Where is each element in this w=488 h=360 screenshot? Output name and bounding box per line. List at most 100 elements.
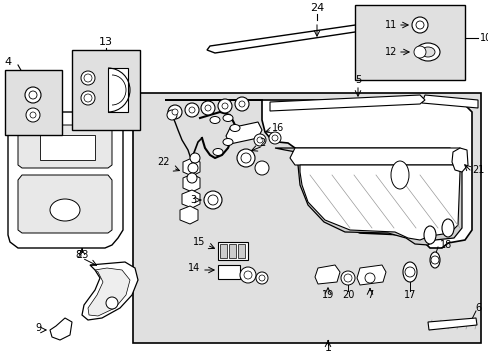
Polygon shape [183, 174, 200, 192]
Text: 10: 10 [479, 33, 488, 43]
Polygon shape [314, 265, 339, 284]
Circle shape [237, 149, 254, 167]
Text: 2: 2 [258, 138, 264, 148]
Circle shape [81, 91, 95, 105]
Circle shape [240, 267, 256, 283]
Ellipse shape [229, 125, 240, 131]
Ellipse shape [223, 139, 232, 145]
Polygon shape [421, 95, 477, 108]
Bar [218, 242, 247, 260]
Circle shape [235, 97, 248, 111]
Text: 18: 18 [439, 240, 451, 250]
Ellipse shape [390, 161, 408, 189]
Circle shape [201, 101, 215, 115]
Text: 22: 22 [157, 157, 170, 167]
Polygon shape [451, 148, 467, 172]
Polygon shape [18, 125, 112, 168]
Ellipse shape [429, 252, 439, 268]
Text: 14: 14 [187, 263, 200, 273]
Circle shape [168, 105, 182, 119]
Bar [220, 244, 226, 258]
Polygon shape [427, 318, 476, 330]
Polygon shape [180, 206, 198, 224]
Text: 15: 15 [192, 237, 204, 247]
Bar [40, 135, 95, 160]
Bar [354, 5, 464, 80]
Text: 20: 20 [341, 290, 353, 300]
Polygon shape [108, 68, 128, 112]
Ellipse shape [213, 148, 223, 156]
Bar [218, 265, 240, 279]
Circle shape [244, 271, 251, 279]
Polygon shape [8, 112, 123, 248]
Polygon shape [88, 268, 130, 316]
Polygon shape [164, 100, 471, 248]
Ellipse shape [50, 199, 80, 221]
Text: 5: 5 [354, 75, 360, 85]
Ellipse shape [402, 262, 416, 282]
Circle shape [257, 137, 263, 143]
Polygon shape [182, 190, 200, 208]
Bar [72, 50, 140, 130]
Polygon shape [82, 262, 138, 320]
Text: 6: 6 [474, 303, 480, 313]
Polygon shape [206, 20, 394, 53]
Circle shape [204, 105, 210, 111]
Circle shape [239, 101, 244, 107]
Text: 1: 1 [324, 343, 331, 353]
Text: 4: 4 [4, 57, 12, 67]
Circle shape [256, 272, 267, 284]
Bar [238, 244, 244, 258]
Polygon shape [356, 265, 385, 285]
Polygon shape [225, 122, 262, 144]
Circle shape [254, 161, 268, 175]
Text: 19: 19 [321, 290, 333, 300]
Circle shape [207, 195, 218, 205]
Circle shape [172, 109, 178, 115]
Bar [5, 70, 62, 135]
Circle shape [167, 110, 177, 120]
Circle shape [25, 87, 41, 103]
Circle shape [253, 134, 265, 146]
Circle shape [218, 99, 231, 113]
Circle shape [106, 297, 118, 309]
Circle shape [186, 173, 197, 183]
Circle shape [81, 71, 95, 85]
Circle shape [413, 46, 425, 58]
Ellipse shape [420, 47, 434, 57]
Circle shape [343, 274, 351, 282]
Circle shape [271, 135, 278, 141]
Circle shape [430, 256, 438, 264]
Text: 9: 9 [35, 323, 41, 333]
Circle shape [241, 153, 250, 163]
Polygon shape [299, 165, 459, 240]
Circle shape [203, 191, 222, 209]
Ellipse shape [209, 117, 220, 123]
Circle shape [415, 21, 423, 29]
Circle shape [404, 267, 414, 277]
Text: 8: 8 [75, 250, 81, 260]
Bar [133, 93, 480, 343]
Text: 12: 12 [384, 47, 397, 57]
Circle shape [189, 107, 195, 113]
Circle shape [84, 94, 92, 102]
Text: 3: 3 [189, 195, 196, 205]
Circle shape [340, 271, 354, 285]
Ellipse shape [423, 226, 435, 244]
Text: 7: 7 [366, 290, 372, 300]
Ellipse shape [415, 43, 439, 61]
Circle shape [187, 163, 198, 173]
Circle shape [259, 275, 264, 281]
Polygon shape [289, 148, 464, 165]
Text: 13: 13 [99, 37, 113, 47]
Circle shape [364, 273, 374, 283]
Text: 24: 24 [309, 3, 324, 13]
Text: 16: 16 [271, 123, 284, 133]
Polygon shape [274, 148, 461, 245]
Circle shape [26, 108, 40, 122]
Text: 23: 23 [76, 250, 88, 260]
Circle shape [184, 103, 199, 117]
Circle shape [268, 132, 281, 144]
Text: 17: 17 [403, 290, 415, 300]
Circle shape [222, 103, 227, 109]
